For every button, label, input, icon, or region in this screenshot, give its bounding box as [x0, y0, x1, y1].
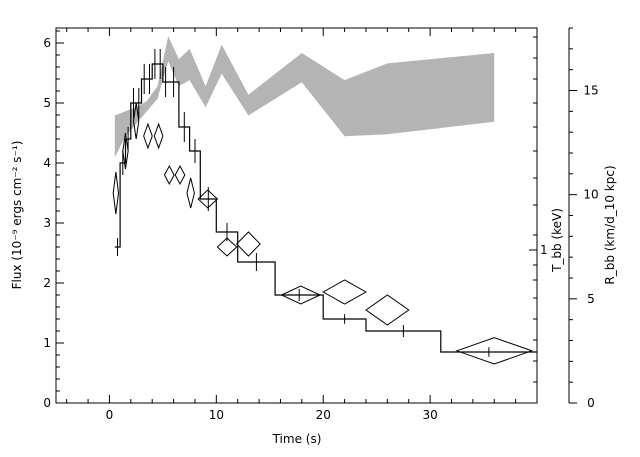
y-left-tick-label: 5 — [43, 96, 51, 110]
y-left-tick-label: 2 — [43, 276, 51, 290]
temperature-point — [174, 164, 186, 186]
temperature-point — [322, 279, 367, 305]
x-axis-label: Time (s) — [272, 432, 322, 446]
temperature-point — [163, 164, 175, 186]
y-axis-left-label: Flux (10⁻⁹ ergs cm⁻² s⁻¹) — [10, 141, 24, 290]
temperature-point — [216, 237, 238, 257]
y-axis-right-outer-label: R_bb (km/d_10 kpc) — [603, 165, 617, 284]
y-left-tick-label: 0 — [43, 396, 51, 410]
temperature-point — [132, 102, 140, 140]
y-left-tick-label: 3 — [43, 216, 51, 230]
y-left-tick-label: 1 — [43, 336, 51, 350]
radius-band — [114, 36, 495, 158]
temperature-point — [235, 231, 261, 257]
y-left-tick-label: 4 — [43, 156, 51, 170]
temperature-point — [455, 337, 534, 365]
y-right-outer-tick-label: 15 — [583, 84, 598, 98]
plot-frame — [55, 27, 538, 404]
x-tick-label: 30 — [422, 408, 437, 422]
temperature-point — [197, 189, 219, 209]
y-right-outer-tick-label: 10 — [583, 188, 598, 202]
y-right-inner-tick-label: 1 — [540, 243, 548, 257]
temperature-diamond-layer — [112, 102, 534, 365]
y-right-outer-tick-label: 5 — [587, 292, 595, 306]
x-tick-label: 0 — [106, 408, 114, 422]
temperature-point — [153, 122, 164, 150]
flux-step-layer — [114, 49, 537, 357]
y-left-tick-label: 6 — [43, 36, 51, 50]
radius-band-layer — [114, 36, 495, 158]
temperature-point — [143, 122, 153, 150]
temperature-point — [186, 177, 195, 209]
x-tick-label: 10 — [209, 408, 224, 422]
temperature-point — [112, 171, 120, 215]
temperature-point — [280, 285, 322, 305]
temperature-point — [122, 132, 129, 170]
temperature-point — [365, 294, 410, 326]
y-axis-right-inner-label: T_bb (keV) — [550, 208, 564, 273]
x-tick-label: 20 — [316, 408, 331, 422]
flux-step-line — [114, 63, 537, 353]
y-right-outer-tick-label: 0 — [587, 396, 595, 410]
